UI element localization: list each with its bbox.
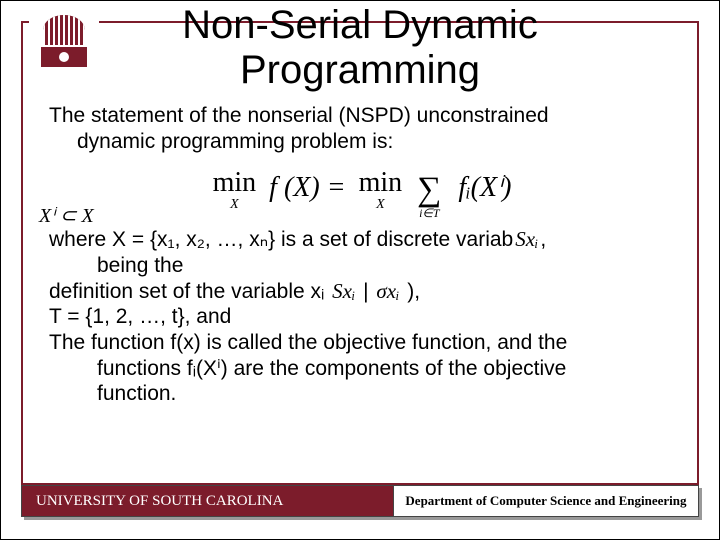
min-text-2: min [359,167,403,198]
footer-department: Department of Computer Science and Engin… [394,485,699,517]
min-sub-1: X [213,196,257,213]
subset-expression: Xⁱ ⊂ X [39,204,94,228]
sigma-x: σxᵢ [374,279,401,305]
def-set-end: ), [401,280,420,303]
line-being-the: being the [49,253,675,279]
slide-body: The statement of the nonserial (NSPD) un… [49,103,675,407]
min-operator-right: min X [359,166,403,213]
min-sub-2: X [359,196,403,213]
slide-title: Non-Serial Dynamic Programming [1,1,719,93]
logo-gate-icon [41,47,87,67]
intro-paragraph: The statement of the nonserial (NSPD) un… [49,103,675,154]
footer-university: UNIVERSITY OF SOUTH CAROLINA [21,485,394,517]
def-set-text: definition set of the variable xᵢ [49,280,324,303]
footer-bar: UNIVERSITY OF SOUTH CAROLINA Department … [21,485,699,517]
set-sx-2: Sxᵢ [330,279,357,305]
line-where: where X = {x₁, x₂, …, xₙ} is a set of di… [49,227,675,253]
title-line-1: Non-Serial Dynamic [182,3,538,47]
university-logo [29,11,99,71]
details-paragraph: where X = {x₁, x₂, …, xₙ} is a set of di… [49,227,675,406]
equation-block: Xⁱ ⊂ X min X f (X) = min X ∑ i∈T fᵢ(Xⁱ) [49,166,675,213]
where-end: , [540,228,546,251]
line-t-set: T = {1, 2, …, t}, and [49,304,675,330]
title-line-2: Programming [240,48,480,92]
eq-fx: f (X) = [269,172,345,203]
line-objective-2: functions fᵢ(Xⁱ) are the components of t… [49,356,675,382]
para1-line2: dynamic programming problem is: [49,129,675,155]
main-equation: min X f (X) = min X ∑ i∈T fᵢ(Xⁱ) [213,166,512,213]
line-objective-3: function. [49,381,675,407]
slide: Non-Serial Dynamic Programming The state… [0,0,720,540]
min-text-1: min [213,167,257,198]
line-objective-1: The function f(x) is called the objectiv… [49,330,675,356]
set-sx-1: Sxᵢ [513,227,540,253]
sum-subscript: i∈T [417,207,441,219]
where-text: where X = {x₁, x₂, …, xₙ} is a set of di… [49,228,513,251]
line-definition-set: definition set of the variable xᵢ Sxᵢ | … [49,279,675,305]
sum-glyph: ∑ [417,171,441,208]
bar-sep: | [357,280,374,303]
min-operator-left: min X [213,166,257,213]
logo-tree-icon [43,15,85,45]
eq-fi: fᵢ(Xⁱ) [458,172,511,203]
summation-symbol: ∑ i∈T [417,173,441,207]
para1-line1: The statement of the nonserial (NSPD) un… [49,104,549,127]
